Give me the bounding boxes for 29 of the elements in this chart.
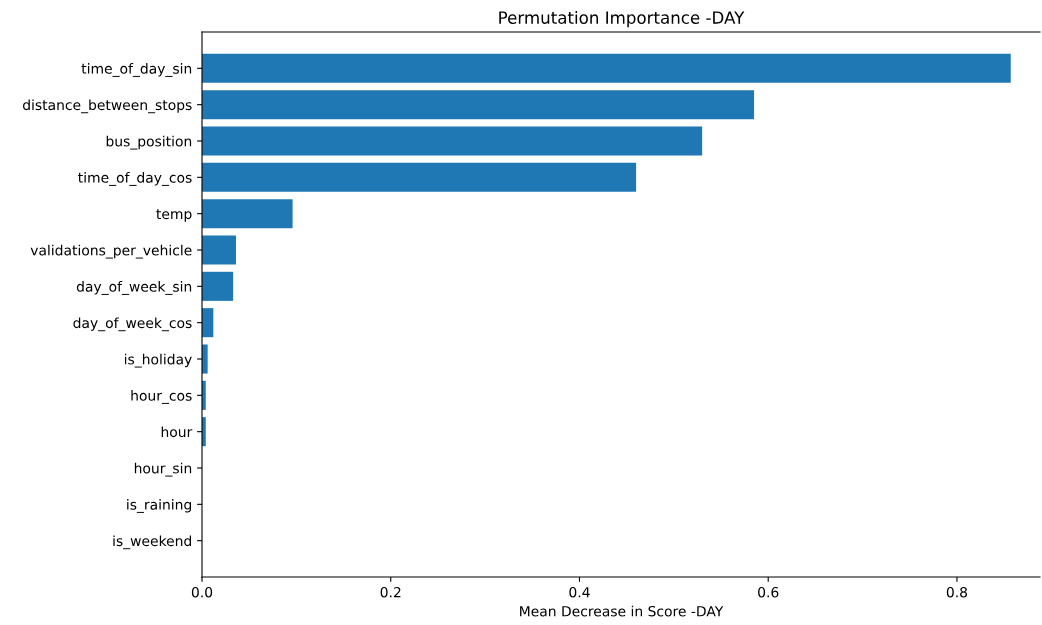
x-tick-label: 0.8 xyxy=(946,586,968,598)
y-tick-label: bus_position xyxy=(106,135,192,150)
y-tick-label: hour xyxy=(161,426,193,438)
bar xyxy=(202,199,293,229)
bar xyxy=(202,344,208,374)
x-tick-label: 0.2 xyxy=(380,586,401,598)
bar xyxy=(202,126,703,156)
y-tick-label: day_of_week_cos xyxy=(73,317,192,332)
bar xyxy=(202,271,234,301)
x-axis-title: Mean Decrease in Score -DAY xyxy=(520,605,724,617)
chart-title: Permutation Importance -DAY xyxy=(499,11,745,28)
x-tick-label: 0.0 xyxy=(191,586,213,598)
bar xyxy=(202,162,637,192)
x-tick-label: 0.6 xyxy=(758,586,779,598)
y-tick-label: hour_sin xyxy=(134,462,192,477)
y-tick-label: validations_per_vehicle xyxy=(30,244,192,259)
y-tick-label: time_of_day_sin xyxy=(81,63,192,77)
bar xyxy=(202,90,755,120)
y-tick-label: is_raining xyxy=(127,499,192,513)
y-tick-label: is_holiday xyxy=(124,353,192,368)
y-tick-label: day_of_week_sin xyxy=(76,281,192,295)
bar xyxy=(202,53,1011,83)
x-tick-label: 0.4 xyxy=(569,586,590,598)
y-tick-label: time_of_day_cos xyxy=(78,172,192,186)
y-tick-label: hour_cos xyxy=(131,390,192,404)
y-tick-label: temp xyxy=(156,209,192,222)
bar xyxy=(202,235,236,265)
y-tick-label: distance_between_stops xyxy=(23,99,192,114)
y-tick-label: is_weekend xyxy=(113,535,192,550)
